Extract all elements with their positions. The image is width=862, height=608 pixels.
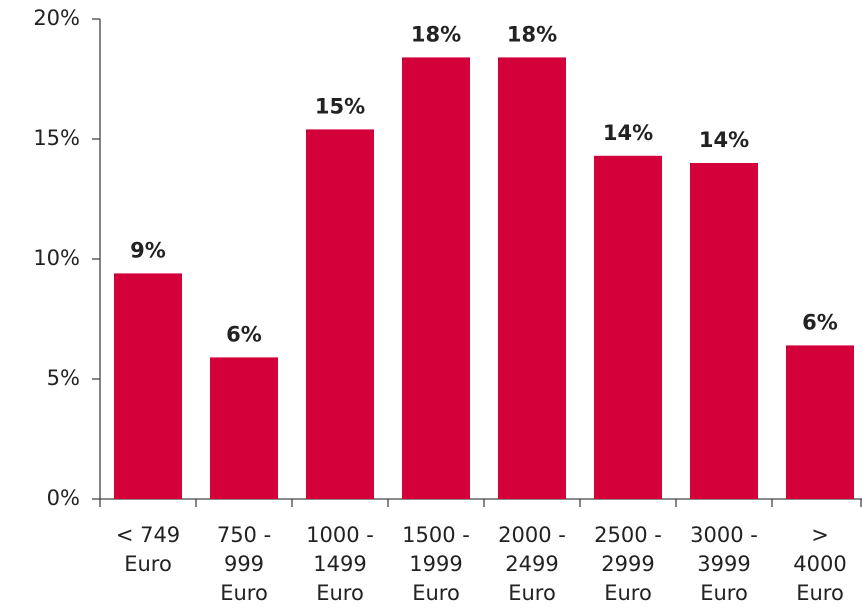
- y-tick-label: 20%: [33, 6, 80, 30]
- value-label: 18%: [507, 22, 557, 46]
- value-label: 18%: [411, 22, 461, 46]
- x-tick-label: 1500 -1999 Euro: [402, 523, 470, 605]
- x-tick-label: 1000 -1499 Euro: [306, 523, 374, 605]
- y-tick-label: 5%: [47, 366, 80, 390]
- bar: [402, 57, 470, 500]
- value-label: 14%: [603, 121, 653, 145]
- y-tick-label: 10%: [33, 246, 80, 270]
- y-tick-label: 15%: [33, 126, 80, 150]
- value-label: 6%: [226, 322, 262, 346]
- x-tick-label: >4000 Euro: [793, 523, 846, 605]
- value-label: 15%: [315, 94, 365, 118]
- x-tick-label: 3000 -3999 Euro: [690, 523, 758, 605]
- x-tick-label: 750 -999 Euro: [217, 523, 271, 605]
- bar: [210, 357, 278, 499]
- bar: [306, 129, 374, 499]
- bar: [594, 155, 662, 500]
- x-tick-label: < 749 Euro: [116, 523, 180, 576]
- x-tick-label: 2000 -2499 Euro: [498, 523, 566, 605]
- y-tick-label: 0%: [47, 486, 80, 510]
- bar: [114, 273, 182, 499]
- bar: [786, 345, 854, 499]
- bar: [690, 163, 758, 499]
- value-label: 14%: [699, 128, 749, 152]
- value-label: 6%: [802, 310, 838, 334]
- x-tick-label: 2500 -2999 Euro: [594, 523, 662, 605]
- value-label: 9%: [130, 238, 166, 262]
- bar: [498, 57, 566, 500]
